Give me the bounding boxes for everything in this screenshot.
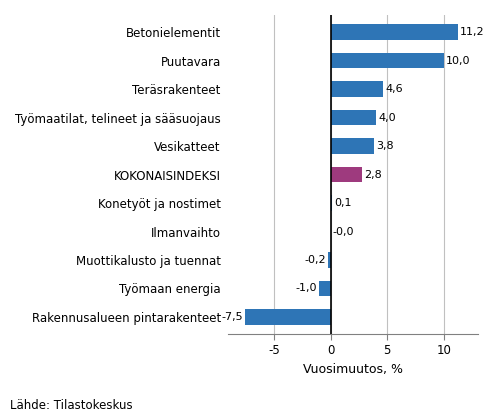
Text: 4,0: 4,0	[378, 113, 396, 123]
Bar	[330, 110, 376, 125]
Bar	[328, 252, 330, 268]
Bar	[330, 138, 374, 154]
Text: -0,2: -0,2	[304, 255, 326, 265]
Text: -0,0: -0,0	[333, 226, 354, 237]
Text: -7,5: -7,5	[221, 312, 243, 322]
Text: 4,6: 4,6	[385, 84, 403, 94]
Bar	[330, 167, 362, 182]
Bar	[330, 24, 458, 40]
Text: 3,8: 3,8	[376, 141, 393, 151]
Text: Lähde: Tilastokeskus: Lähde: Tilastokeskus	[10, 399, 133, 412]
Bar	[246, 309, 330, 325]
Text: 10,0: 10,0	[446, 56, 471, 66]
Text: 0,1: 0,1	[334, 198, 352, 208]
Text: 2,8: 2,8	[364, 170, 382, 180]
Bar	[330, 81, 383, 97]
Bar	[330, 195, 332, 211]
Text: -1,0: -1,0	[295, 283, 317, 293]
Bar	[319, 281, 330, 296]
Bar	[330, 53, 444, 68]
Text: 11,2: 11,2	[460, 27, 485, 37]
X-axis label: Vuosimuutos, %: Vuosimuutos, %	[303, 363, 403, 376]
